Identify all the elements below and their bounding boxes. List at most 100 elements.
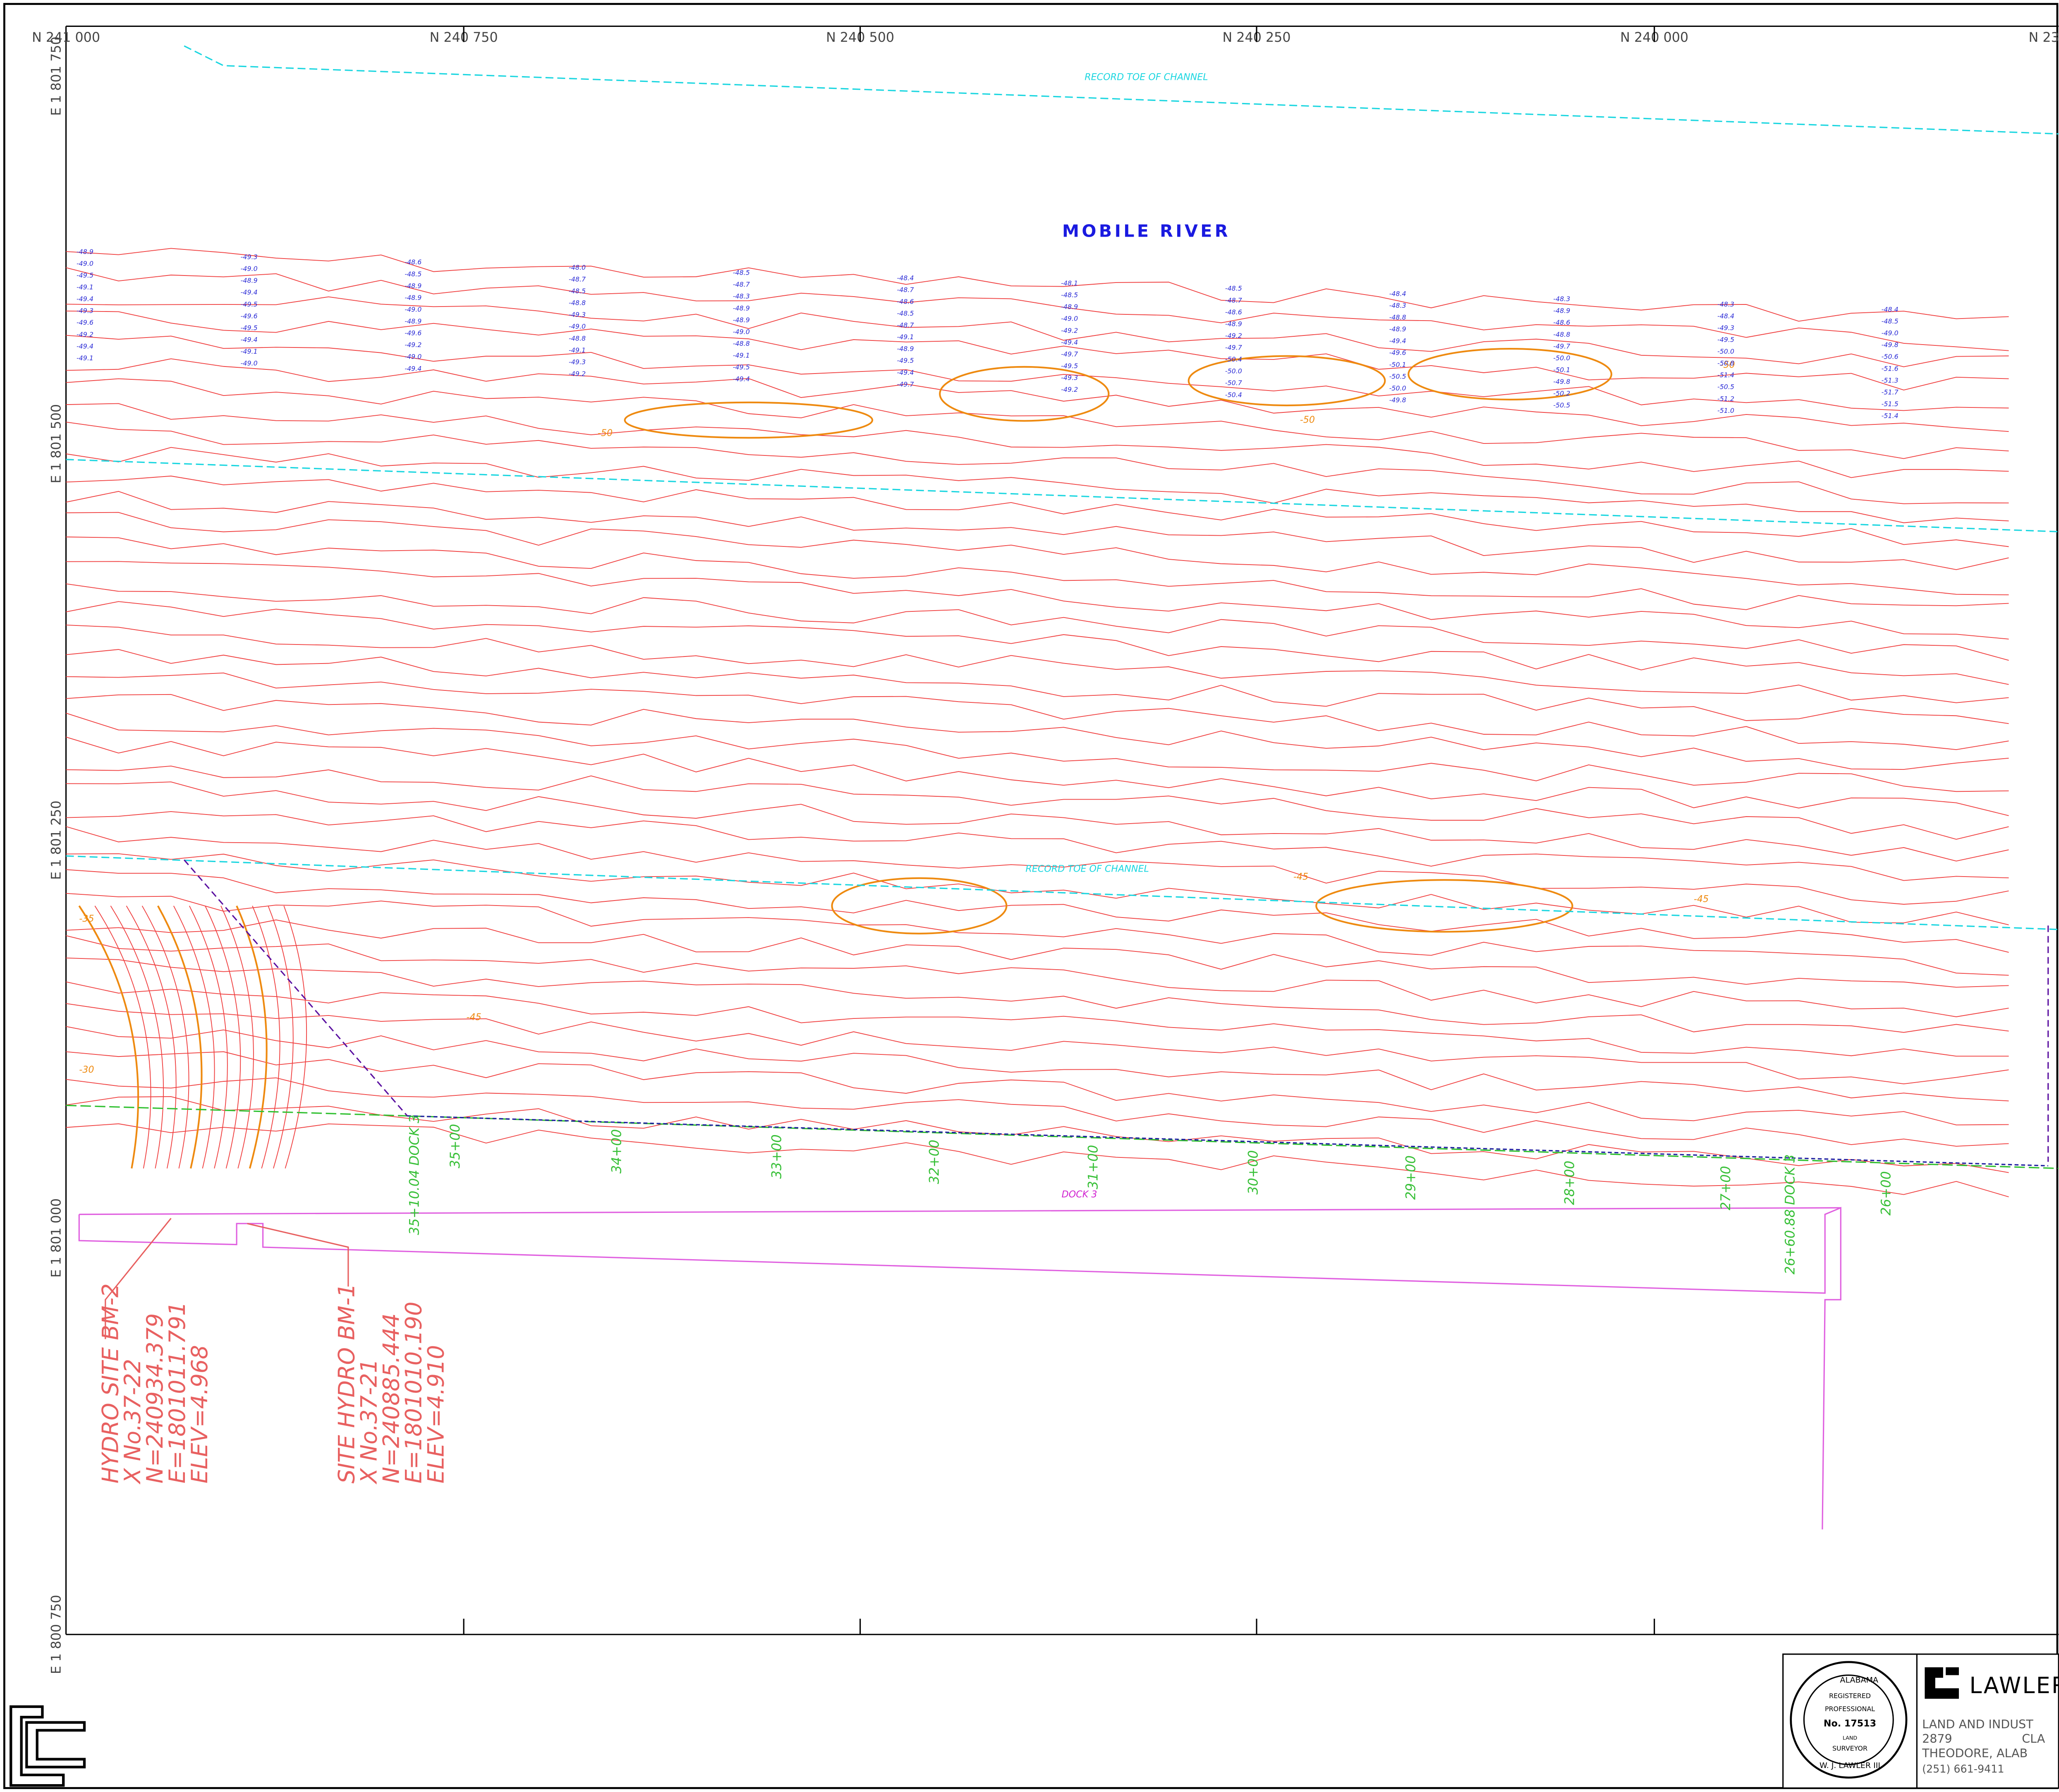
survey-limit-line [184,860,407,1116]
sounding: -50.1 [1389,361,1406,369]
contour-line [66,1026,2009,1101]
sounding: -49.8 [1882,341,1899,349]
sounding: -48.9 [77,248,93,256]
contour-loop [832,878,1006,934]
contour-line [66,404,2009,478]
dock-face-line [66,1105,2059,1168]
sounding: -49.2 [77,331,93,338]
sounding: -48.3 [1553,295,1570,303]
corner-logo [11,1707,84,1785]
station-label: 30+00 [1246,1150,1261,1194]
sounding: -49.0 [569,323,586,331]
sounding: -48.0 [569,264,586,271]
company-text: LAND AND INDUST [1922,1717,2033,1731]
contour-loop [940,367,1109,421]
sounding: -48.7 [569,275,586,283]
sounding: -48.5 [733,269,750,277]
sounding: -49.4 [77,342,93,350]
sounding: -49.1 [897,333,914,341]
sounding: -49.5 [241,300,258,308]
channel-toe-line [184,46,2059,134]
dock-station-label: 26+60.88 DOCK 3 [1783,1154,1798,1274]
contour-line [66,782,2009,861]
sounding: -48.9 [405,294,421,302]
survey-map: RECORD TOE OF CHANNEL RECORD TOE OF CHAN… [0,0,2059,1792]
sounding: -49.5 [1717,335,1734,343]
contour-label: -45 [1293,871,1308,882]
sounding: -50.0 [1553,354,1570,362]
sounding: -50.5 [1717,383,1734,391]
sounding: -50.0 [1389,384,1406,392]
sheet-border [4,4,2057,1788]
sounding: -49.0 [1882,329,1899,337]
sounding: -49.1 [569,346,586,354]
sounding: -48.6 [897,297,914,305]
sounding: -49.2 [1061,386,1078,393]
sounding: -48.1 [1061,279,1078,287]
company-text: THEODORE, ALAB [1922,1746,2028,1760]
sounding: -48.6 [1553,319,1570,326]
seal-text: LAND [1843,1735,1858,1741]
contour-line [66,537,2009,610]
sounding: -48.3 [733,292,750,300]
contour-label: -45 [467,1012,481,1023]
sounding: -50.5 [1389,372,1406,380]
contour-line [66,713,2009,791]
sounding: -49.4 [897,369,914,376]
sounding: -49.6 [1389,349,1406,357]
dock-station-label: 35+10.04 DOCK 3 [407,1115,422,1235]
seal-text: ALABAMA [1840,1676,1878,1685]
river-label: MOBILE RIVER [1062,221,1231,241]
sounding: -49.4 [733,375,750,383]
sounding: -49.6 [77,319,93,326]
east-grid-label: E 1 801 500 [49,404,64,484]
station-label: 33+00 [770,1134,785,1179]
sounding: -48.9 [733,316,750,324]
seal-text: SURVEYOR [1832,1744,1867,1752]
sounding: -49.0 [241,265,258,273]
sounding: -49.0 [405,305,421,313]
contour-line [66,1004,2009,1084]
channel-label: RECORD TOE OF CHANNEL [1025,863,1149,874]
sounding: -49.4 [405,364,421,372]
contour-line [66,476,2009,547]
sounding: -50.0 [1717,347,1734,355]
contour-label: -35 [79,913,94,924]
sounding: -49.8 [1553,378,1570,386]
sounding: -49.4 [1061,338,1078,346]
sounding: -49.4 [77,295,93,303]
sounding: -49.7 [1225,344,1242,352]
seal-text: PROFESSIONAL [1825,1705,1875,1713]
contour-loop [1408,349,1611,400]
sounding: -50.4 [1225,355,1242,363]
sounding: -48.7 [1225,296,1242,304]
benchmark-label: ELEV=4.910 [423,1345,449,1483]
company-text: 2879 [1922,1732,1952,1746]
sounding: -48.7 [897,286,914,294]
seal-text: REGISTERED [1829,1692,1871,1700]
sounding: -49.1 [77,283,93,291]
sounding: -49.0 [1061,315,1078,323]
sounding: -48.8 [733,340,750,347]
sounding: -49.2 [1225,332,1242,340]
north-grid-label: N 241 000 [32,30,100,45]
sounding: -51.7 [1882,388,1899,396]
station-label: 32+00 [927,1140,942,1184]
sounding: -50.1 [1553,366,1570,374]
sounding: -49.7 [1553,342,1570,350]
sounding: -48.9 [405,317,421,325]
sounding: -49.3 [569,311,586,319]
east-grid-label: E 1 801 750 [49,36,64,116]
sounding: -49.6 [405,329,421,337]
sounding: -48.9 [241,277,258,285]
sounding: -48.9 [1553,307,1570,315]
sounding: -48.3 [1389,302,1406,309]
dock-outline [79,1208,1841,1215]
contour-label: -30 [79,1064,94,1075]
sounding: -48.4 [1882,305,1899,313]
sounding: -51.3 [1882,376,1899,384]
sounding: -50.8 [1717,359,1734,367]
contour-label: -50 [598,428,613,438]
sounding: -49.2 [1061,326,1078,334]
sounding: -49.2 [569,370,586,378]
